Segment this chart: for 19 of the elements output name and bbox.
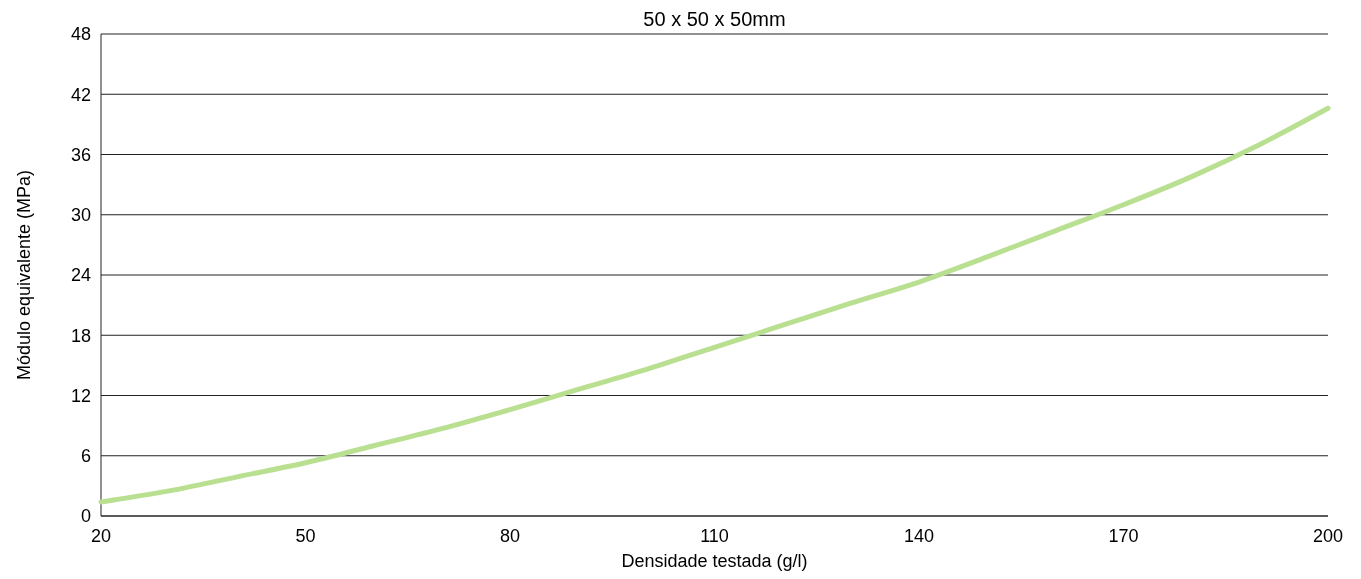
x-tick-label: 80 bbox=[499, 526, 521, 546]
y-tick-label: 30 bbox=[70, 205, 91, 226]
y-tick-label: 6 bbox=[80, 446, 91, 467]
x-tick-label: 20 bbox=[90, 526, 112, 546]
chart-title: 50 x 50 x 50mm bbox=[643, 8, 786, 30]
y-tick-label: 36 bbox=[70, 144, 91, 165]
x-tick-label: 50 bbox=[295, 526, 316, 546]
y-axis-title: Módulo equivalente (MPa) bbox=[14, 169, 34, 381]
y-tick-label: 0 bbox=[80, 506, 91, 527]
x-tick-label: 200 bbox=[1312, 526, 1344, 546]
y-tick-label: 18 bbox=[70, 325, 91, 346]
x-tick-label: 140 bbox=[903, 526, 935, 546]
x-tick-label: 170 bbox=[1108, 526, 1139, 546]
x-axis-title: Densidade testada (g/l) bbox=[621, 551, 808, 571]
x-tick-label: 110 bbox=[700, 526, 729, 546]
y-tick-label: 12 bbox=[70, 385, 91, 406]
y-tick-label: 42 bbox=[70, 84, 91, 105]
y-tick-label: 48 bbox=[70, 24, 91, 45]
y-tick-label: 24 bbox=[70, 265, 91, 286]
